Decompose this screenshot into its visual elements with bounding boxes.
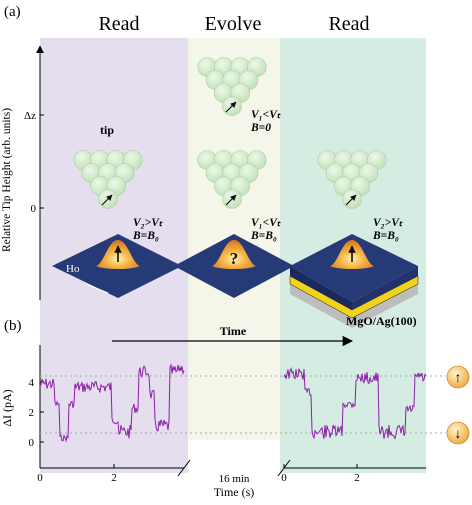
current-tick-0: 0 <box>29 437 35 449</box>
ho-atom-label: Ho <box>66 263 80 275</box>
break-gap <box>188 440 280 473</box>
substrate-label: MgO/Ag(100) <box>346 314 417 328</box>
time-arrow-label: Time <box>220 324 247 338</box>
time-axis-ticks: 0 2 0 2 <box>37 464 360 484</box>
svg-text:V₂>Vₜ: V₂>Vₜ <box>133 217 163 229</box>
phase-title-read-right: Read <box>328 13 369 35</box>
tip-read-left <box>73 150 143 209</box>
tip-evolve-top <box>197 57 267 116</box>
conditions-evolve-top: V₁<Vₜ B=0 <box>250 109 281 134</box>
panel-a-label: (a) <box>4 4 21 20</box>
time-tick-right-2: 2 <box>354 472 360 484</box>
tip-height-axis-label: Relative Tip Height (arb. units) <box>1 108 13 252</box>
current-tick-2: 2 <box>29 407 35 419</box>
unknown-state-glyph: ? <box>230 249 239 268</box>
surface-read-right <box>289 234 419 328</box>
spin-up-marker: ↑ <box>446 365 470 389</box>
svg-text:B=0: B=0 <box>250 122 271 134</box>
time-tick-left-0: 0 <box>37 472 43 484</box>
time-axis-label: Time (s) <box>214 485 255 499</box>
tip-evolve-bottom <box>197 150 267 209</box>
time-tick-right-0: 0 <box>281 472 287 484</box>
phase-title-read-left: Read <box>98 13 139 35</box>
svg-text:B=B₀: B=B₀ <box>132 230 159 242</box>
spin-down-marker: ↓ <box>446 421 470 445</box>
phase-title-evolve: Evolve <box>205 13 262 35</box>
axis-break-left <box>177 459 191 477</box>
spin-up-glyph: ↑ <box>455 371 462 386</box>
svg-text:V₂>Vₜ: V₂>Vₜ <box>373 217 403 229</box>
break-duration-label: 16 min <box>219 473 250 485</box>
time-tick-left-2: 2 <box>111 472 117 484</box>
conditions-evolve-bottom: V₁<Vₜ B=B₀ <box>250 217 281 242</box>
svg-text:V₁<Vₜ: V₁<Vₜ <box>251 109 281 121</box>
tip-label: tip <box>100 123 114 137</box>
ho-pointer-line <box>85 283 109 294</box>
tip-read-right <box>317 150 387 209</box>
svg-text:V₁<Vₜ: V₁<Vₜ <box>251 217 281 229</box>
current-trace-left <box>39 363 185 443</box>
surface-evolve: ? <box>174 234 294 298</box>
spin-down-glyph: ↓ <box>455 427 462 442</box>
surface-read-left: Ho <box>52 234 182 298</box>
current-trace-right <box>283 366 427 440</box>
tips-layer <box>73 57 387 209</box>
conditions-read-left: V₂>Vₜ B=B₀ <box>132 217 163 242</box>
tick-label-zero: 0 <box>31 203 37 215</box>
svg-text:B=B₀: B=B₀ <box>250 230 277 242</box>
tick-label-dz: Δz <box>24 110 36 122</box>
conditions-read-right: V₂>Vₜ B=B₀ <box>372 217 403 242</box>
current-axis-label: ΔI (pA) <box>0 389 14 426</box>
current-tick-4: 4 <box>29 377 35 389</box>
svg-text:B=B₀: B=B₀ <box>372 230 399 242</box>
panel-b-label: (b) <box>4 318 22 334</box>
